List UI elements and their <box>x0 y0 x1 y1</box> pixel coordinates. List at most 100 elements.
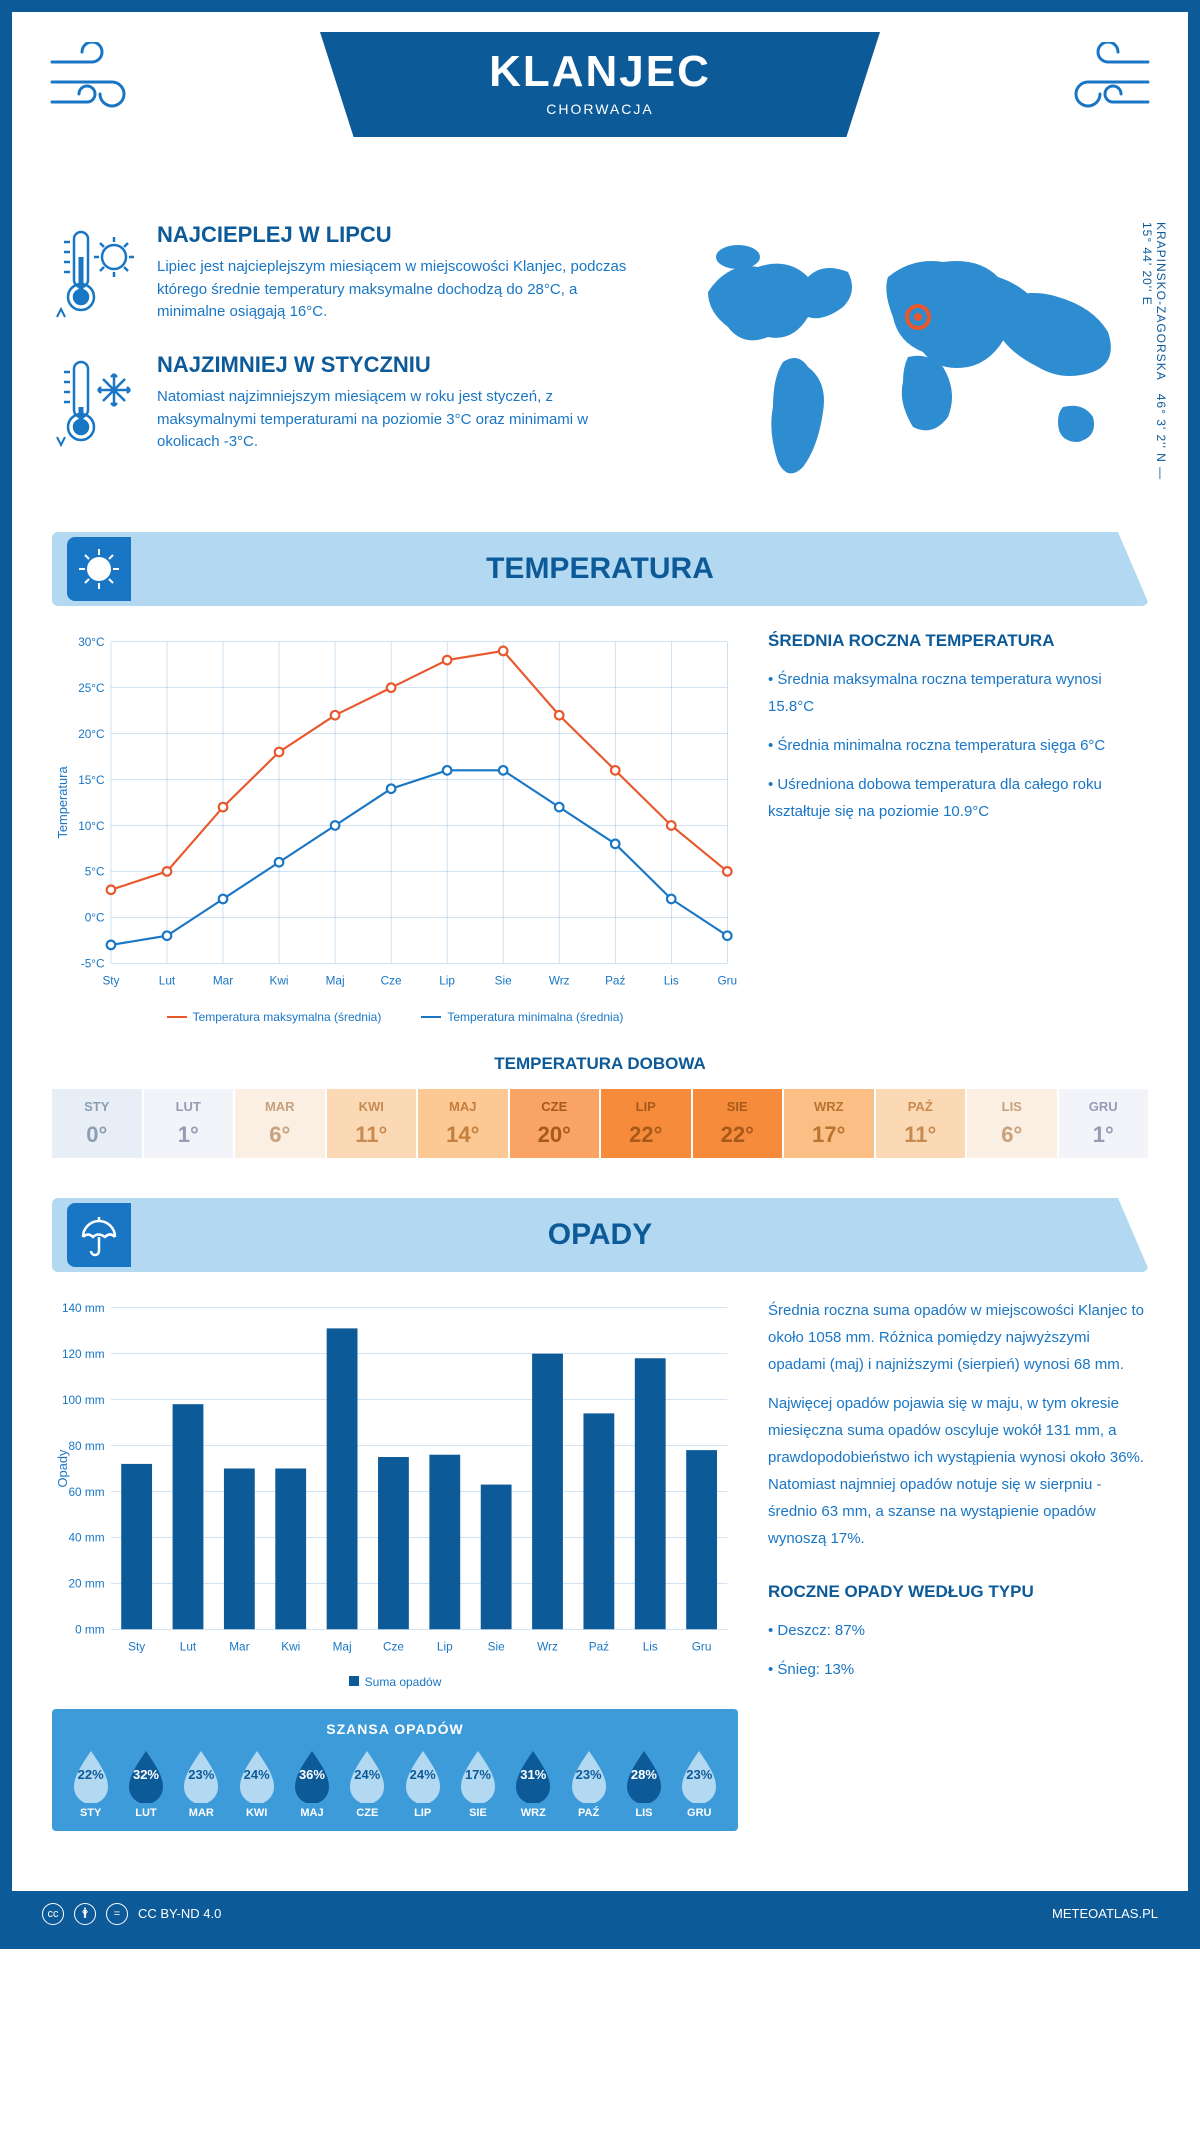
svg-text:20 mm: 20 mm <box>69 1578 105 1591</box>
svg-text:Sty: Sty <box>102 975 119 988</box>
svg-text:15°C: 15°C <box>78 774 105 787</box>
daily-cell: GRU1° <box>1059 1089 1149 1158</box>
svg-text:Sty: Sty <box>128 1641 145 1654</box>
svg-text:60 mm: 60 mm <box>69 1486 105 1499</box>
svg-text:Wrz: Wrz <box>537 1641 558 1654</box>
chance-item: 23%GRU <box>673 1747 726 1819</box>
precip-text: Średnia roczna suma opadów w miejscowośc… <box>768 1297 1148 1830</box>
chance-item: 31%WRZ <box>507 1747 560 1819</box>
svg-text:30°C: 30°C <box>78 636 105 649</box>
thermometer-hot-icon <box>52 222 142 327</box>
chance-item: 36%MAJ <box>285 1747 338 1819</box>
svg-text:Lis: Lis <box>664 975 679 988</box>
nd-icon: = <box>106 1903 128 1925</box>
svg-text:0°C: 0°C <box>85 912 105 925</box>
svg-text:5°C: 5°C <box>85 866 105 879</box>
wind-icon <box>1038 42 1158 127</box>
annual-temp-b2: • Średnia minimalna roczna temperatura s… <box>768 732 1148 759</box>
annual-temp-b1: • Średnia maksymalna roczna temperatura … <box>768 666 1148 720</box>
svg-text:Maj: Maj <box>333 1641 352 1654</box>
warmest-block: NAJCIEPLEJ W LIPCU Lipiec jest najcieple… <box>52 222 638 327</box>
coldest-title: NAJZIMNIEJ W STYCZNIU <box>157 352 638 378</box>
precip-legend: Suma opadów <box>52 1675 738 1689</box>
precip-title: OPADY <box>548 1218 652 1251</box>
svg-text:25°C: 25°C <box>78 682 105 695</box>
annual-temp-title: ŚREDNIA ROCZNA TEMPERATURA <box>768 631 1148 651</box>
precip-p2: Najwięcej opadów pojawia się w maju, w t… <box>768 1390 1148 1552</box>
chance-item: 23%PAŹ <box>562 1747 615 1819</box>
chance-title: SZANSA OPADÓW <box>64 1721 726 1737</box>
coldest-block: NAJZIMNIEJ W STYCZNIU Natomiast najzimni… <box>52 352 638 457</box>
daily-cell: LIP22° <box>601 1089 691 1158</box>
daily-cell: LIS6° <box>967 1089 1057 1158</box>
precip-section-header: OPADY <box>52 1198 1148 1272</box>
svg-text:Kwi: Kwi <box>270 975 289 988</box>
svg-text:Gru: Gru <box>692 1641 712 1654</box>
by-icon: 🛉 <box>74 1903 96 1925</box>
svg-text:Cze: Cze <box>383 1641 404 1654</box>
thermometer-cold-icon <box>52 352 142 457</box>
svg-text:40 mm: 40 mm <box>69 1532 105 1545</box>
svg-text:Wrz: Wrz <box>549 975 570 988</box>
daily-cell: PAŹ11° <box>876 1089 966 1158</box>
coldest-text: Natomiast najzimniejszym miesiącem w rok… <box>157 386 638 454</box>
svg-text:100 mm: 100 mm <box>62 1394 105 1407</box>
cc-icon: cc <box>42 1903 64 1925</box>
chance-item: 23%MAR <box>175 1747 228 1819</box>
precip-row: 0 mm20 mm40 mm60 mm80 mm100 mm120 mm140 … <box>52 1297 1148 1830</box>
svg-text:Sie: Sie <box>488 1641 505 1654</box>
svg-text:Sie: Sie <box>495 975 512 988</box>
svg-text:Paź: Paź <box>589 1641 609 1654</box>
svg-text:20°C: 20°C <box>78 728 105 741</box>
precip-type-title: ROCZNE OPADY WEDŁUG TYPU <box>768 1582 1148 1602</box>
svg-text:Lip: Lip <box>439 975 455 988</box>
svg-text:Mar: Mar <box>213 975 233 988</box>
footer: cc 🛉 = CC BY-ND 4.0 METEOATLAS.PL <box>12 1891 1188 1937</box>
svg-text:Lip: Lip <box>437 1641 453 1654</box>
precip-chart: 0 mm20 mm40 mm60 mm80 mm100 mm120 mm140 … <box>52 1297 738 1830</box>
daily-temp-table: STY0°LUT1°MAR6°KWI11°MAJ14°CZE20°LIP22°S… <box>52 1089 1148 1158</box>
precip-type-b2: • Śnieg: 13% <box>768 1656 1148 1683</box>
daily-cell: SIE22° <box>693 1089 783 1158</box>
chance-item: 24%KWI <box>230 1747 283 1819</box>
warmest-title: NAJCIEPLEJ W LIPCU <box>157 222 638 248</box>
precip-chance-box: SZANSA OPADÓW 22%STY32%LUT23%MAR24%KWI36… <box>52 1709 738 1831</box>
page: KLANJEC CHORWACJA NAJCIEPLEJ W LIPCU Lip… <box>0 0 1200 1949</box>
header: KLANJEC CHORWACJA <box>12 12 1188 192</box>
temperature-section-header: TEMPERATURA <box>52 532 1148 606</box>
sun-icon <box>67 537 131 601</box>
page-subtitle: CHORWACJA <box>360 101 840 117</box>
svg-text:120 mm: 120 mm <box>62 1348 105 1361</box>
daily-cell: MAJ14° <box>418 1089 508 1158</box>
title-banner: KLANJEC CHORWACJA <box>320 32 880 137</box>
svg-text:Kwi: Kwi <box>281 1641 300 1654</box>
svg-text:Mar: Mar <box>229 1641 249 1654</box>
temperature-row: -5°C0°C5°C10°C15°C20°C25°C30°CStyLutMarK… <box>52 631 1148 1024</box>
intro-section: NAJCIEPLEJ W LIPCU Lipiec jest najcieple… <box>52 222 1148 502</box>
precip-p1: Średnia roczna suma opadów w miejscowośc… <box>768 1297 1148 1378</box>
daily-cell: CZE20° <box>510 1089 600 1158</box>
svg-text:Temperatura: Temperatura <box>55 766 70 839</box>
svg-text:Gru: Gru <box>717 975 737 988</box>
svg-text:Paź: Paź <box>605 975 625 988</box>
chance-item: 22%STY <box>64 1747 117 1819</box>
svg-text:80 mm: 80 mm <box>69 1440 105 1453</box>
daily-cell: MAR6° <box>235 1089 325 1158</box>
svg-text:-5°C: -5°C <box>81 958 105 971</box>
daily-temp-title: TEMPERATURA DOBOWA <box>52 1054 1148 1074</box>
annual-temp-text: ŚREDNIA ROCZNA TEMPERATURA • Średnia mak… <box>768 631 1148 1024</box>
umbrella-icon <box>67 1203 131 1267</box>
chance-item: 32%LUT <box>119 1747 172 1819</box>
license-text: CC BY-ND 4.0 <box>138 1906 221 1921</box>
wind-icon <box>42 42 162 127</box>
temperature-title: TEMPERATURA <box>486 552 714 585</box>
daily-cell: KWI11° <box>327 1089 417 1158</box>
daily-cell: WRZ17° <box>784 1089 874 1158</box>
svg-text:140 mm: 140 mm <box>62 1302 105 1315</box>
warmest-text: Lipiec jest najcieplejszym miesiącem w m… <box>157 256 638 324</box>
site-name: METEOATLAS.PL <box>1052 1906 1158 1921</box>
svg-text:Maj: Maj <box>326 975 345 988</box>
chance-item: 17%SIE <box>451 1747 504 1819</box>
daily-cell: STY0° <box>52 1089 142 1158</box>
precip-type-b1: • Deszcz: 87% <box>768 1617 1148 1644</box>
